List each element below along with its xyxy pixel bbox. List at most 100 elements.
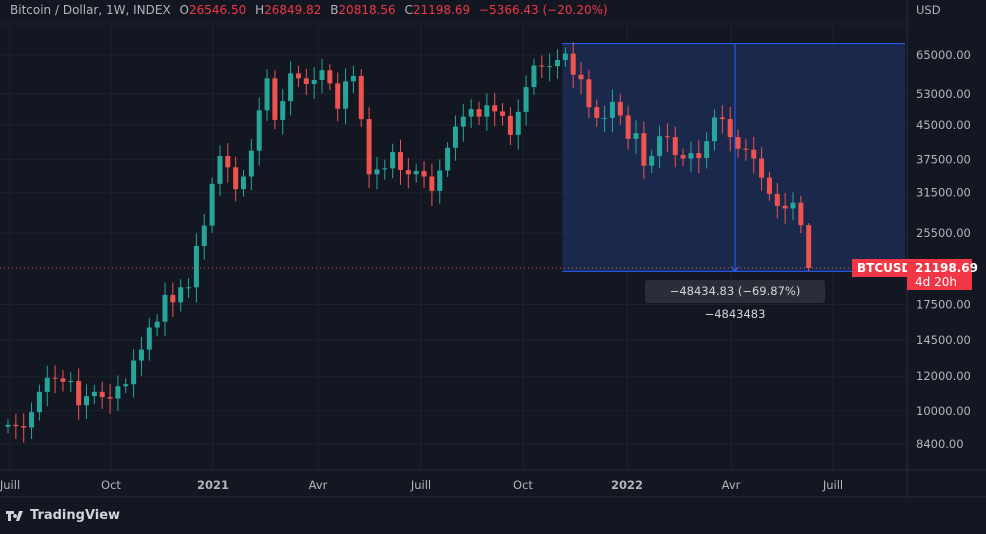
- candle-body: [570, 53, 576, 75]
- candle-body: [193, 245, 199, 288]
- candle-body: [515, 111, 521, 135]
- price-tick-label: 31500.00: [916, 186, 971, 200]
- candle-body: [696, 153, 702, 159]
- candle-body: [52, 377, 58, 379]
- candle-body: [311, 79, 317, 85]
- candle-body: [225, 156, 231, 168]
- candle-body: [162, 294, 168, 322]
- candle-body: [743, 148, 749, 150]
- candle-body: [602, 117, 608, 119]
- price-tick-label: 25500.00: [916, 226, 971, 240]
- candle-body: [782, 205, 788, 209]
- time-tick-label: 2022: [611, 478, 643, 492]
- candle-body: [68, 380, 74, 382]
- candle-body: [633, 133, 639, 139]
- price-tick-label: 17500.00: [916, 297, 971, 311]
- price-tick-label: 65000.00: [916, 48, 971, 62]
- candle-body: [476, 109, 482, 117]
- candle-body: [578, 74, 584, 80]
- close-label: C: [404, 3, 413, 17]
- symbol-price-tag: BTCUSD: [852, 259, 917, 277]
- candle-body: [712, 117, 717, 142]
- brand-name: TradingView: [30, 508, 121, 523]
- candle-body: [452, 126, 458, 148]
- candle-body: [170, 294, 176, 303]
- candle-body: [806, 225, 812, 268]
- candle-body: [115, 386, 121, 399]
- candle-body: [123, 384, 129, 387]
- candle-body: [217, 156, 223, 184]
- candle-body: [99, 391, 105, 398]
- last-price-tag: 21198.69 4d 20h: [907, 259, 979, 290]
- measure-box: [562, 43, 905, 272]
- candle-body: [688, 153, 694, 159]
- candle-body: [154, 321, 160, 328]
- candle-body: [421, 171, 427, 177]
- price-tick-label: 8400.00: [916, 437, 964, 451]
- time-tick-label: 2021: [197, 478, 229, 492]
- legend-header: Bitcoin / Dollar, 1W, INDEX O26546.50 H2…: [10, 3, 613, 17]
- candle-body: [790, 202, 796, 209]
- candle-body: [382, 168, 388, 170]
- candle-body: [233, 167, 239, 190]
- candle-body: [719, 117, 725, 120]
- candle-body: [358, 76, 364, 120]
- last-price-value: 21198.69: [915, 261, 979, 275]
- high-label: H: [255, 3, 265, 17]
- candle-body: [343, 81, 349, 109]
- candle-body: [138, 349, 144, 361]
- candle-body: [562, 53, 568, 61]
- candle-body: [350, 76, 356, 82]
- candle-body: [672, 137, 678, 156]
- open-value: 26546.50: [188, 3, 247, 17]
- candle-body: [76, 380, 82, 406]
- candle-body: [209, 183, 215, 226]
- candle-body: [617, 101, 623, 116]
- candle-body: [264, 78, 270, 111]
- open-label: O: [179, 3, 189, 17]
- candle-body: [445, 147, 451, 171]
- candle-body: [664, 136, 670, 138]
- candle-body: [649, 156, 655, 166]
- candle-body: [256, 110, 262, 151]
- candle-body: [507, 115, 513, 135]
- time-tick-label: Avr: [309, 478, 328, 492]
- candle-body: [36, 391, 42, 413]
- price-axis-unit: USD: [916, 3, 941, 17]
- candle-body: [107, 397, 113, 399]
- candle-body: [146, 327, 152, 350]
- candle-body: [751, 149, 757, 159]
- price-tick-label: 53000.00: [916, 87, 971, 101]
- price-tick-label: 10000.00: [916, 404, 971, 418]
- tradingview-logo[interactable]: TradingView: [6, 508, 120, 523]
- candle-body: [484, 105, 490, 117]
- candle-body: [398, 152, 403, 170]
- candle-body: [609, 101, 615, 118]
- bar-countdown: 4d 20h: [915, 275, 957, 289]
- candle-body: [248, 150, 254, 177]
- candle-body: [29, 412, 35, 428]
- time-tick-label: Juill: [410, 478, 431, 492]
- candle-body: [21, 426, 27, 428]
- candle-body: [774, 193, 780, 206]
- candle-body: [13, 424, 19, 427]
- candle-body: [555, 60, 560, 67]
- candle-body: [280, 101, 286, 120]
- candle-body: [295, 73, 301, 79]
- candle-body: [335, 83, 341, 109]
- price-tick-label: 12000.00: [916, 369, 971, 383]
- candle-body: [366, 119, 372, 175]
- candle-body: [547, 66, 553, 68]
- candle-body: [680, 155, 686, 159]
- candle-body: [460, 116, 466, 127]
- tradingview-logo-icon: [6, 510, 23, 521]
- candle-body: [641, 133, 647, 166]
- candle-body: [492, 105, 498, 112]
- candle-body: [766, 177, 772, 194]
- candle-body: [60, 378, 66, 382]
- symbol-title: Bitcoin / Dollar, 1W, INDEX: [10, 3, 171, 17]
- time-tick-label: Juill: [0, 478, 20, 492]
- candle-body: [178, 287, 184, 303]
- candle-body: [759, 158, 765, 178]
